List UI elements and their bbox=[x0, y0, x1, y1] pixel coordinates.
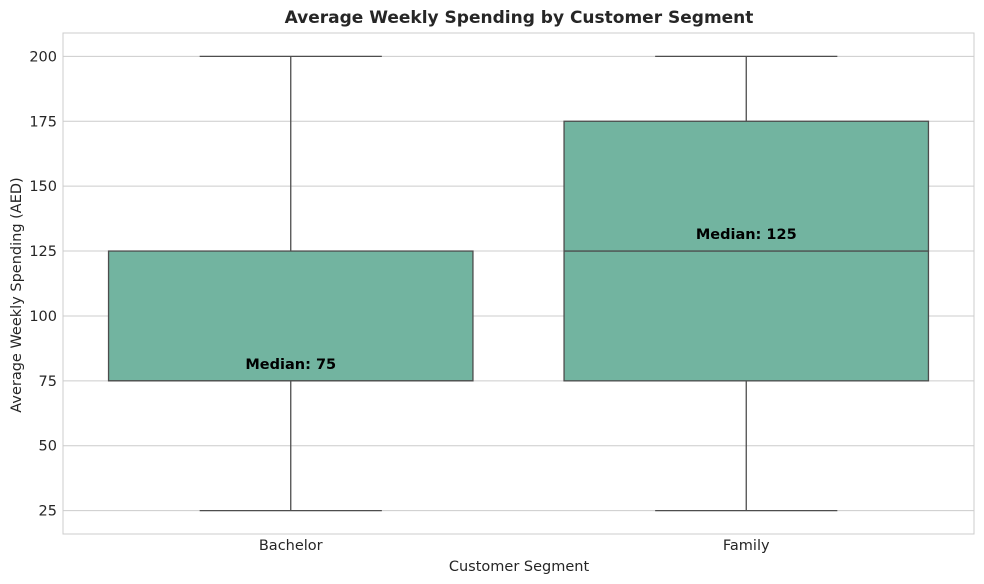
iqr-box bbox=[107, 250, 474, 382]
median-labels: Median: 75 Median: 125 bbox=[245, 227, 796, 373]
chart-title: Average Weekly Spending by Customer Segm… bbox=[285, 8, 754, 28]
y-tick-label: 100 bbox=[29, 309, 57, 325]
box-family bbox=[563, 55, 930, 512]
y-tick-label: 125 bbox=[29, 244, 57, 260]
x-tick-label: Bachelor bbox=[259, 538, 323, 554]
y-tick-label: 175 bbox=[29, 114, 57, 130]
tick-labels: 25 50 75 100 125 150 175 200 Bachelor Family bbox=[29, 49, 770, 554]
x-tick-label: Family bbox=[723, 538, 770, 554]
median-label: Median: 125 bbox=[696, 227, 797, 243]
x-axis-label: Customer Segment bbox=[449, 559, 590, 575]
median-label: Median: 75 bbox=[245, 357, 336, 373]
box-bachelor bbox=[107, 55, 474, 512]
y-tick-label: 150 bbox=[29, 179, 57, 195]
boxes bbox=[107, 55, 930, 512]
y-tick-label: 50 bbox=[39, 439, 57, 455]
y-tick-label: 25 bbox=[39, 504, 57, 520]
y-tick-label: 200 bbox=[29, 49, 57, 65]
plot-frame bbox=[62, 32, 975, 535]
y-axis-label: Average Weekly Spending (AED) bbox=[9, 177, 25, 412]
y-tick-label: 75 bbox=[39, 374, 57, 390]
